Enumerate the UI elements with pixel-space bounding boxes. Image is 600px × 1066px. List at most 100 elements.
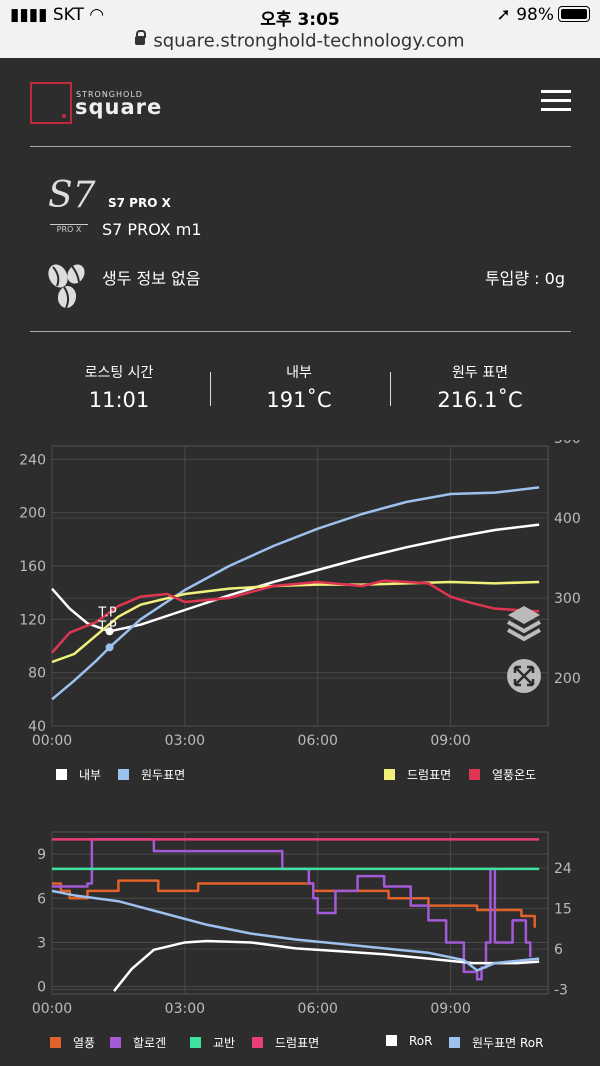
legend-label: 원두표면 RoR (472, 1036, 544, 1050)
y2-tick-label: 24 (554, 861, 572, 877)
battery-percent: 98% (516, 5, 554, 25)
legend-item[interactable]: 교반 (190, 1034, 235, 1051)
fullscreen-icon[interactable] (506, 658, 542, 694)
legend-label: RoR (409, 1034, 433, 1048)
legend-swatch (469, 769, 480, 780)
stat-inner-temp: 내부 191˚C (219, 362, 379, 412)
legend-item[interactable]: 드럼표면 (252, 1034, 319, 1051)
turning-point-marker (105, 643, 114, 652)
y2-tick-label: 6 (554, 942, 563, 958)
x-tick-label: 06:00 (298, 1001, 338, 1017)
legend-swatch (56, 769, 67, 780)
y-tick-label: 3 (37, 935, 46, 951)
y2-tick-label: 15 (554, 902, 572, 918)
legend-label: 열풍 (73, 1036, 96, 1050)
divider (30, 146, 571, 147)
legend-swatch (384, 769, 395, 780)
legend-swatch (449, 1037, 460, 1048)
stat-value: 11:01 (88, 388, 150, 412)
y-tick-label: 9 (37, 847, 46, 863)
turning-point-marker (105, 627, 114, 636)
x-tick-label: 06:00 (298, 733, 338, 749)
series-line (51, 523, 540, 633)
y2-tick-label: 500 (554, 440, 581, 447)
annotation-label: T.P (97, 605, 117, 620)
legend-item[interactable]: RoR (386, 1034, 432, 1048)
device-logo-sub: PRO X (50, 224, 88, 234)
stat-label: 원두 표면 (452, 365, 508, 381)
legend-label: 드럼표면 (407, 768, 452, 782)
legend-item[interactable]: 원두표면 RoR (449, 1034, 543, 1051)
series-line (51, 486, 540, 701)
stat-roast-time: 로스팅 시간 11:01 (39, 362, 199, 412)
address-bar[interactable]: square.stronghold-technology.com (0, 29, 600, 58)
y-tick-label: 200 (19, 506, 46, 522)
location-icon: ➚ (496, 5, 511, 25)
battery-icon (558, 6, 590, 22)
legend-item[interactable]: 드럼표면 (384, 766, 451, 783)
stat-value: 191˚C (266, 388, 332, 412)
legend-label: 원두표면 (141, 768, 186, 782)
carrier: ▮▮▮▮ SKT ◠ (10, 5, 105, 25)
y-tick-label: 6 (37, 891, 46, 907)
stat-label: 내부 (286, 365, 312, 381)
stat-bean-surface: 원두 표면 216.1˚C (400, 362, 560, 412)
logo-square-icon[interactable] (30, 82, 72, 124)
legend-label: 교반 (213, 1036, 236, 1050)
wifi-icon: ◠ (89, 5, 105, 25)
x-tick-label: 09:00 (430, 1001, 470, 1017)
y-tick-label: 120 (19, 612, 46, 628)
x-tick-label: 03:00 (165, 1001, 205, 1017)
legend-swatch (252, 1037, 263, 1048)
legend-item[interactable]: 내부 (56, 766, 101, 783)
legend-label: 열풍온도 (492, 768, 537, 782)
y-tick-label: 80 (28, 666, 46, 682)
y-tick-label: 160 (19, 559, 46, 575)
legend-item[interactable]: 열풍 (50, 1034, 95, 1051)
bean-info: 생두 정보 없음 (102, 269, 201, 288)
annotation-label: T.P (97, 619, 117, 634)
legend-item[interactable]: 할로겐 (110, 1034, 166, 1051)
y2-tick-label: 400 (554, 511, 581, 527)
layers-icon[interactable] (506, 604, 542, 644)
legend-item[interactable]: 열풍온도 (469, 766, 536, 783)
carrier-label: SKT (52, 5, 84, 25)
y2-tick-label: -3 (554, 983, 568, 999)
legend-label: 내부 (79, 768, 102, 782)
logo-small-text: STRONGHOLD (76, 90, 143, 99)
clock: 오후 3:05 (260, 10, 340, 30)
hamburger-menu-icon[interactable] (541, 90, 571, 112)
stat-divider (390, 372, 391, 406)
legend-swatch (110, 1037, 121, 1048)
status-bar: ▮▮▮▮ SKT ◠ 오후 3:05 ➚ 98% (0, 0, 600, 30)
control-chart[interactable]: 0 3 6 9 -3 6 15 24 00:00 03:00 06:00 09:00 (0, 828, 600, 1020)
legend-label: 할로겐 (133, 1036, 167, 1050)
y2-tick-label: 200 (554, 671, 581, 687)
legend-swatch (50, 1037, 61, 1048)
device-logo: S7 (48, 175, 96, 216)
coffee-bean-icon (48, 264, 85, 309)
series-line (113, 939, 540, 992)
y-tick-label: 0 (37, 980, 46, 996)
input-amount: 투입량 : 0g (484, 269, 565, 288)
y-tick-label: 240 (19, 452, 46, 468)
legend-label: 드럼표면 (275, 1036, 320, 1050)
legend-swatch (190, 1037, 201, 1048)
y2-tick-label: 300 (554, 591, 581, 607)
logo-text: square (75, 95, 163, 119)
legend-swatch (386, 1035, 397, 1046)
legend-swatch (118, 769, 129, 780)
y-tick-label: 40 (28, 719, 46, 735)
temperature-chart[interactable]: 40 80 120 160 200 240 200 300 400 500 00:00 03:00 06… (0, 440, 600, 750)
stat-divider (210, 372, 211, 406)
x-tick-label: 00:00 (32, 733, 72, 749)
legend-item[interactable]: 원두표면 (118, 766, 185, 783)
stat-label: 로스팅 시간 (84, 365, 154, 381)
series-line (51, 889, 540, 972)
device-name: S7 PROX m1 (102, 220, 202, 239)
series-line (52, 879, 536, 928)
url-text: square.stronghold-technology.com (153, 30, 465, 52)
plot-area (51, 831, 549, 995)
x-tick-label: 03:00 (165, 733, 205, 749)
stat-value: 216.1˚C (437, 388, 523, 412)
